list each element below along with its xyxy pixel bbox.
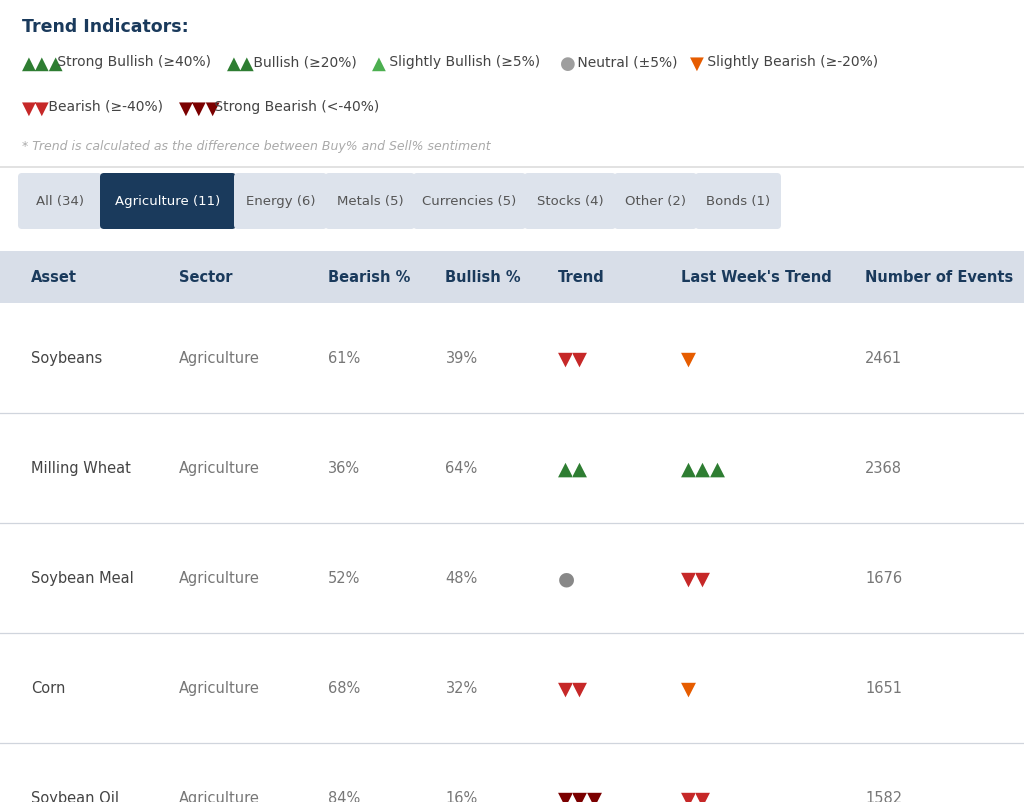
Text: 1676: 1676 [865,571,902,585]
FancyBboxPatch shape [413,174,526,229]
Text: Bearish %: Bearish % [328,270,410,286]
Text: ▼▼: ▼▼ [681,569,711,588]
Text: ▼▼▼: ▼▼▼ [558,788,603,802]
Text: Strong Bearish (<-40%): Strong Bearish (<-40%) [210,100,379,114]
FancyBboxPatch shape [695,174,781,229]
Text: Milling Wheat: Milling Wheat [31,461,131,476]
Text: 2368: 2368 [865,461,902,476]
Text: Slightly Bearish (≥-20%): Slightly Bearish (≥-20%) [702,55,878,69]
Text: ▲▲: ▲▲ [558,459,588,478]
Text: Metals (5): Metals (5) [337,195,403,209]
Text: Agriculture: Agriculture [179,571,260,585]
Text: Agriculture: Agriculture [179,681,260,695]
Text: Asset: Asset [31,270,77,286]
FancyBboxPatch shape [0,524,1024,634]
Text: Agriculture (11): Agriculture (11) [116,195,220,209]
Text: Neutral (±5%): Neutral (±5%) [572,55,678,69]
Text: Bonds (1): Bonds (1) [706,195,770,209]
Text: 2461: 2461 [865,351,902,366]
Text: Bearish (≥-40%): Bearish (≥-40%) [44,100,163,114]
Text: ▼: ▼ [681,349,696,368]
Text: Energy (6): Energy (6) [246,195,315,209]
Text: Bullish %: Bullish % [445,270,521,286]
Text: ▲▲: ▲▲ [226,55,255,73]
Text: ▲▲▲: ▲▲▲ [681,459,726,478]
Text: ●: ● [558,569,575,588]
FancyBboxPatch shape [0,414,1024,524]
Text: Agriculture: Agriculture [179,791,260,802]
FancyBboxPatch shape [325,174,415,229]
Text: ▼▼: ▼▼ [558,349,588,368]
Text: ▼: ▼ [681,678,696,698]
Text: ●: ● [560,55,575,73]
Text: Corn: Corn [31,681,66,695]
Text: 64%: 64% [445,461,477,476]
Text: ▼▼: ▼▼ [558,678,588,698]
Text: 84%: 84% [328,791,359,802]
Text: Currencies (5): Currencies (5) [422,195,517,209]
Text: 48%: 48% [445,571,477,585]
Text: Agriculture: Agriculture [179,351,260,366]
Text: 52%: 52% [328,571,360,585]
FancyBboxPatch shape [0,743,1024,802]
FancyBboxPatch shape [0,634,1024,743]
Text: Trend: Trend [558,270,605,286]
FancyBboxPatch shape [234,174,327,229]
Text: Slightly Bullish (≥5%): Slightly Bullish (≥5%) [385,55,540,69]
Text: 36%: 36% [328,461,359,476]
Text: Soybean Oil: Soybean Oil [31,791,119,802]
FancyBboxPatch shape [18,174,102,229]
Text: 1651: 1651 [865,681,902,695]
FancyBboxPatch shape [0,252,1024,304]
Text: Strong Bullish (≥40%): Strong Bullish (≥40%) [53,55,211,69]
Text: ▼: ▼ [689,55,703,73]
Text: Number of Events: Number of Events [865,270,1014,286]
Text: Soybean Meal: Soybean Meal [31,571,133,585]
Text: ▼▼: ▼▼ [22,100,50,118]
Text: Last Week's Trend: Last Week's Trend [681,270,831,286]
Text: 32%: 32% [445,681,477,695]
Text: All (34): All (34) [36,195,84,209]
Text: ▼▼: ▼▼ [681,788,711,802]
Text: ▲: ▲ [372,55,386,73]
Text: Agriculture: Agriculture [179,461,260,476]
FancyBboxPatch shape [100,174,236,229]
Text: 61%: 61% [328,351,359,366]
Text: Stocks (4): Stocks (4) [537,195,603,209]
Text: 1582: 1582 [865,791,902,802]
Text: * Trend is calculated as the difference between Buy% and Sell% sentiment: * Trend is calculated as the difference … [22,140,490,153]
Text: ▼▼▼: ▼▼▼ [179,100,220,118]
Text: 39%: 39% [445,351,477,366]
Text: Other (2): Other (2) [625,195,686,209]
Text: 16%: 16% [445,791,477,802]
FancyBboxPatch shape [0,304,1024,414]
Text: Sector: Sector [179,270,232,286]
Text: Soybeans: Soybeans [31,351,102,366]
FancyBboxPatch shape [524,174,616,229]
Text: ▲▲▲: ▲▲▲ [22,55,63,73]
Text: Bullish (≥20%): Bullish (≥20%) [249,55,356,69]
Text: 68%: 68% [328,681,359,695]
FancyBboxPatch shape [614,174,697,229]
Text: Trend Indicators:: Trend Indicators: [22,18,188,36]
